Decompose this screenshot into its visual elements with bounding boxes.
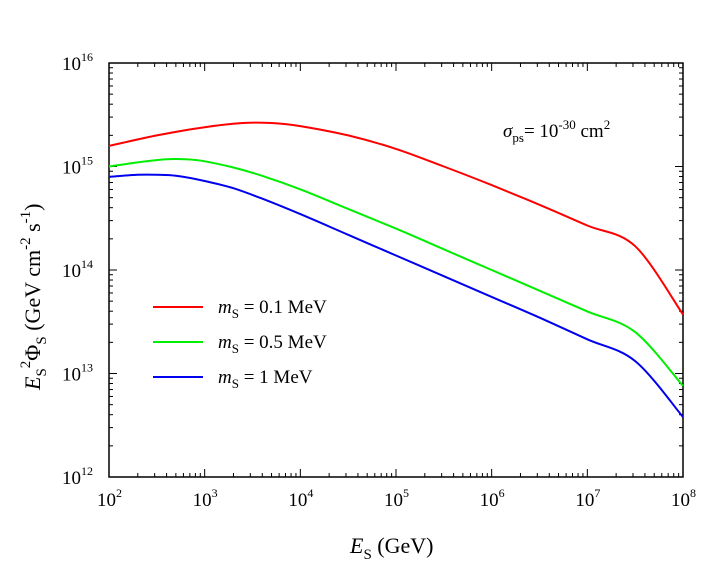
- legend-label-1-mev: mS = 1 MeV: [218, 367, 313, 391]
- series-line-3: [108, 173, 684, 418]
- series-line-1: [108, 121, 684, 316]
- series-line-2: [108, 157, 684, 387]
- y-tick-label: 1015: [62, 154, 93, 179]
- y-axis-label: ES2ΦS (GeV cm-2 s-1): [18, 204, 50, 391]
- series-lines: [108, 121, 684, 418]
- legend-entry-0.1-mev: mS = 0.1 MeV: [153, 297, 327, 321]
- legend-label-0.5-mev: mS = 0.5 MeV: [218, 332, 327, 356]
- y-tick-label: 1016: [62, 50, 93, 75]
- x-axis: 102 103 104 105 106 107 108: [97, 63, 696, 511]
- x-tick-label: 103: [193, 486, 218, 511]
- x-axis-label: ES (GeV): [349, 533, 434, 563]
- y-axis: 1012 1013 1014 1015 1016: [62, 50, 683, 489]
- legend-entry-1-mev: mS = 1 MeV: [153, 367, 313, 391]
- sigma-annotation: σps= 10-30 cm2: [503, 117, 610, 145]
- x-tick-label: 106: [480, 486, 505, 511]
- y-tick-label: 1014: [62, 257, 93, 282]
- legend-label-0.1-mev: mS = 0.1 MeV: [218, 297, 327, 321]
- x-tick-label: 105: [384, 486, 409, 511]
- x-tick-label: 104: [288, 486, 313, 511]
- x-tick-label: 102: [97, 486, 122, 511]
- x-tick-label: 108: [671, 486, 696, 511]
- legend: mS = 0.1 MeV mS = 0.5 MeV mS = 1 MeV: [153, 297, 327, 391]
- y-tick-label: 1013: [62, 361, 93, 386]
- x-tick-label: 107: [575, 486, 600, 511]
- legend-entry-0.5-mev: mS = 0.5 MeV: [153, 332, 327, 356]
- y-tick-label: 1012: [62, 464, 93, 489]
